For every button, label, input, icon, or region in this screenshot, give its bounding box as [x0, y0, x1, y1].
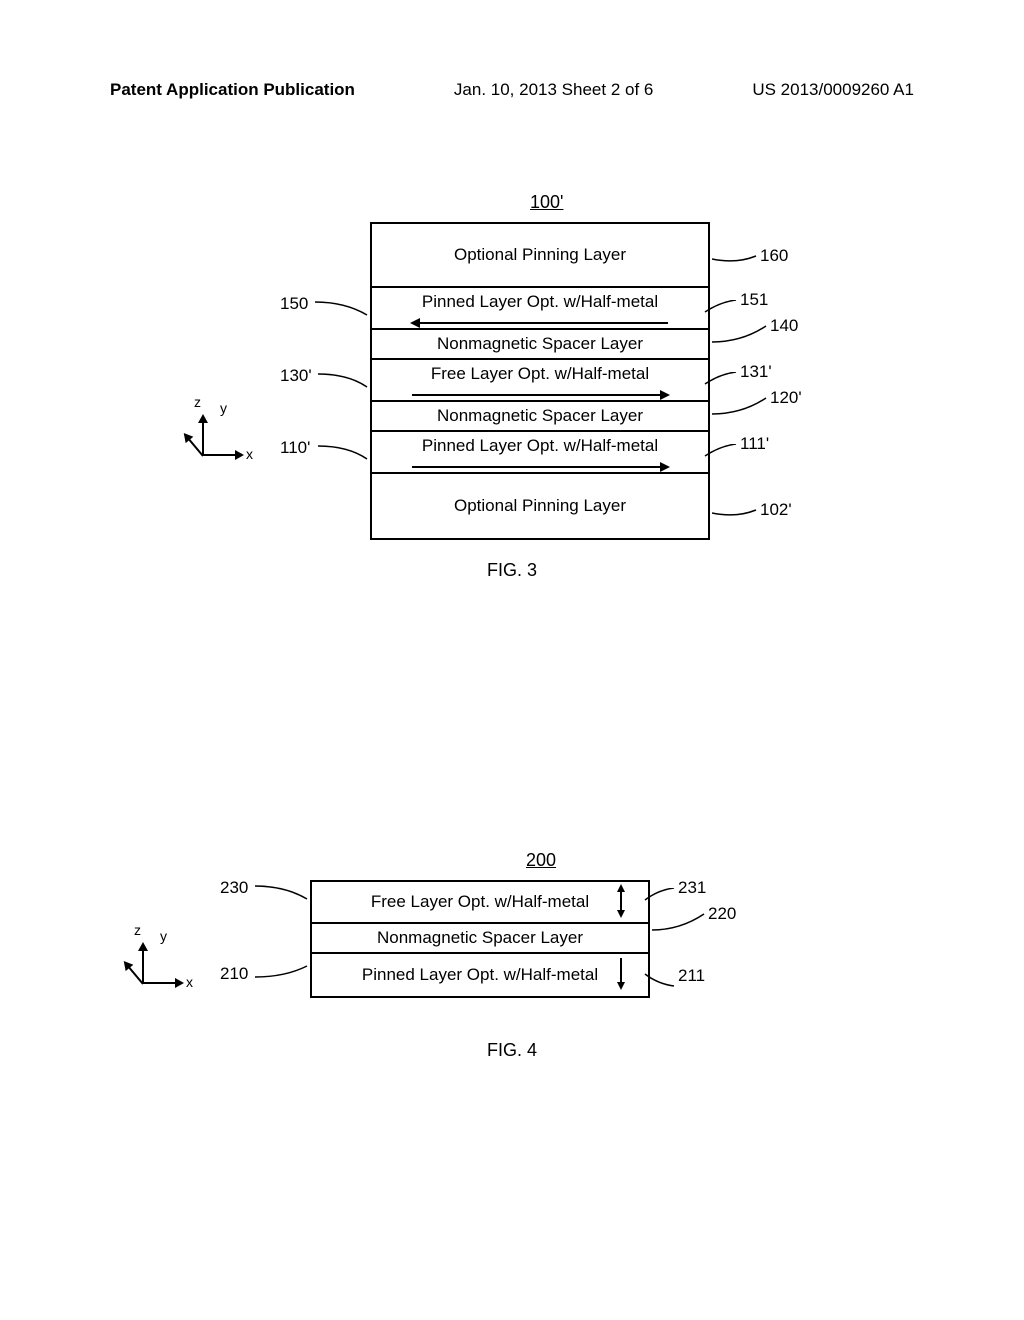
magnetization-arrow-left: [412, 322, 668, 324]
label-150: 150: [280, 294, 308, 314]
coord-x-label: x: [186, 974, 193, 990]
leader-120p: [712, 394, 768, 416]
label-220: 220: [708, 904, 736, 924]
fig4-ref: 200: [526, 850, 556, 871]
leader-211: [640, 972, 676, 988]
layer-6: Optional Pinning Layer: [372, 474, 708, 538]
label-120p: 120': [770, 388, 802, 408]
layer-text: Nonmagnetic Spacer Layer: [377, 928, 583, 948]
free-layer-moment-updown: [620, 886, 622, 916]
axis-y: [184, 434, 204, 457]
label-230: 230: [220, 878, 248, 898]
leader-130p: [318, 372, 370, 392]
coord-z-label: z: [134, 922, 141, 938]
label-111p: 111': [740, 434, 769, 454]
axis-z: [202, 416, 204, 456]
layer-text: Optional Pinning Layer: [454, 245, 626, 265]
layer-1: Nonmagnetic Spacer Layer: [312, 924, 648, 954]
layer-1: Pinned Layer Opt. w/Half-metal: [372, 288, 708, 330]
label-210: 210: [220, 964, 248, 984]
leader-150: [315, 300, 370, 320]
layer-3: Free Layer Opt. w/Half-metal: [372, 360, 708, 402]
layer-text: Pinned Layer Opt. w/Half-metal: [422, 292, 658, 312]
fig3-stack: Optional Pinning Layer Pinned Layer Opt. …: [370, 222, 710, 540]
layer-text: Pinned Layer Opt. w/Half-metal: [422, 436, 658, 456]
coord-y-label: y: [220, 400, 227, 416]
leader-102p: [712, 506, 758, 520]
layer-text: Free Layer Opt. w/Half-metal: [371, 892, 589, 912]
leader-220: [652, 910, 706, 932]
axis-z: [142, 944, 144, 984]
label-140: 140: [770, 316, 798, 336]
layer-0: Optional Pinning Layer: [372, 224, 708, 288]
layer-4: Nonmagnetic Spacer Layer: [372, 402, 708, 432]
header-left: Patent Application Publication: [110, 80, 355, 100]
magnetization-arrow-right: [412, 466, 668, 468]
label-110p: 110': [280, 438, 310, 458]
label-130p: 130': [280, 366, 312, 386]
leader-210: [255, 962, 310, 982]
layer-text: Pinned Layer Opt. w/Half-metal: [362, 965, 598, 985]
label-151: 151: [740, 290, 768, 310]
layer-2: Pinned Layer Opt. w/Half-metal: [312, 954, 648, 996]
label-160: 160: [760, 246, 788, 266]
leader-131p: [700, 372, 738, 386]
coord-x-label: x: [246, 446, 253, 462]
page-header: Patent Application Publication Jan. 10, …: [110, 80, 914, 100]
layer-0: Free Layer Opt. w/Half-metal: [312, 882, 648, 924]
layer-text: Nonmagnetic Spacer Layer: [437, 406, 643, 426]
axis-x: [202, 454, 242, 456]
fig4-coord: z y x: [130, 926, 200, 996]
fig3-ref: 100': [530, 192, 563, 213]
layer-2: Nonmagnetic Spacer Layer: [372, 330, 708, 360]
layer-5: Pinned Layer Opt. w/Half-metal: [372, 432, 708, 474]
leader-151: [700, 300, 738, 314]
axis-x: [142, 982, 182, 984]
label-231: 231: [678, 878, 706, 898]
fig3-coord: z y x: [190, 398, 260, 468]
coord-z-label: z: [194, 394, 201, 410]
layer-text: Free Layer Opt. w/Half-metal: [431, 364, 649, 384]
leader-110p: [318, 444, 370, 464]
leader-140: [712, 322, 768, 344]
label-131p: 131': [740, 362, 772, 382]
leader-111p: [700, 444, 738, 458]
leader-230: [255, 884, 310, 904]
leader-160: [712, 252, 758, 266]
header-mid: Jan. 10, 2013 Sheet 2 of 6: [454, 80, 653, 100]
layer-text: Optional Pinning Layer: [454, 496, 626, 516]
fig3-caption: FIG. 3: [487, 560, 537, 581]
layer-text: Nonmagnetic Spacer Layer: [437, 334, 643, 354]
header-right: US 2013/0009260 A1: [752, 80, 914, 100]
fig4-caption: FIG. 4: [487, 1040, 537, 1061]
label-102p: 102': [760, 500, 792, 520]
coord-y-label: y: [160, 928, 167, 944]
leader-231: [640, 888, 676, 902]
magnetization-arrow-right: [412, 394, 668, 396]
pinned-layer-moment-down: [620, 958, 622, 988]
axis-y: [124, 962, 144, 985]
fig4-stack: Free Layer Opt. w/Half-metal Nonmagnetic …: [310, 880, 650, 998]
label-211: 211: [678, 966, 705, 986]
